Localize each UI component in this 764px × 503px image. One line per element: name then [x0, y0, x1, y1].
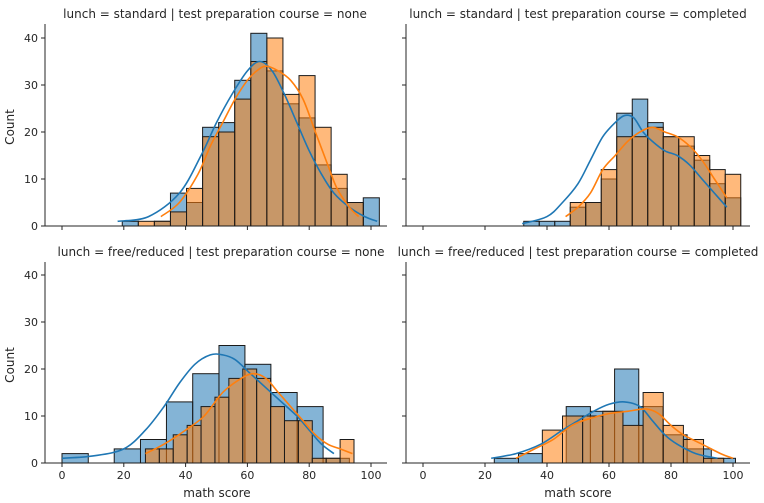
orange-histogram-bar	[172, 434, 188, 464]
orange-histogram-bar	[602, 410, 624, 464]
x-axis-label-right: math score	[544, 486, 611, 500]
x-tick-label: 100	[723, 469, 744, 482]
orange-histogram-bar	[137, 220, 155, 227]
x-tick-label: 60	[602, 469, 616, 482]
orange-histogram-bar	[622, 424, 644, 464]
orange-histogram-bar	[169, 211, 188, 227]
orange-histogram-bar	[282, 93, 300, 227]
blue-histogram-bar	[121, 220, 139, 227]
orange-histogram-bar	[186, 424, 202, 464]
panel-free-reduced-none: lunch = free/reduced | test preparation …	[24, 245, 387, 482]
x-tick-label: 0	[59, 469, 66, 482]
x-tick-label: 40	[179, 469, 193, 482]
y-tick-label: 20	[24, 126, 38, 139]
orange-histogram-bar	[582, 415, 604, 464]
orange-histogram-bar	[153, 220, 171, 227]
x-axis-label-left: math score	[183, 486, 250, 500]
x-tick-label: 80	[302, 469, 316, 482]
blue-histogram-bar	[554, 220, 571, 227]
orange-histogram-bar	[283, 420, 299, 464]
panel-free-reduced-completed: lunch = free/reduced | test preparation …	[398, 245, 759, 482]
orange-histogram-bar	[325, 457, 341, 464]
panel-title: lunch = free/reduced | test preparation …	[398, 245, 759, 259]
orange-histogram-bar	[297, 420, 313, 464]
x-tick-label: 100	[361, 469, 382, 482]
orange-histogram-bar	[724, 173, 742, 227]
x-tick-label: 60	[240, 469, 254, 482]
orange-histogram-bar	[214, 396, 230, 464]
orange-histogram-series	[541, 392, 725, 464]
y-tick-label: 0	[31, 220, 38, 233]
orange-histogram-bar	[600, 169, 618, 227]
y-tick-label: 20	[24, 363, 38, 376]
orange-histogram-bar	[228, 377, 244, 464]
y-tick-label: 0	[31, 457, 38, 470]
orange-histogram-bar	[242, 368, 258, 464]
x-tick-label: 80	[664, 469, 678, 482]
orange-kde-line	[515, 408, 734, 460]
y-tick-label: 40	[24, 32, 38, 45]
y-tick-label: 30	[24, 316, 38, 329]
orange-histogram-series	[137, 37, 364, 227]
orange-kde-line	[145, 372, 353, 455]
blue-histogram-bar	[538, 220, 556, 227]
orange-histogram-bar	[662, 424, 684, 464]
orange-histogram-bar	[311, 457, 327, 464]
orange-histogram-bar	[693, 155, 711, 227]
y-tick-label: 30	[24, 79, 38, 92]
y-axis-label-bottom: Count	[3, 347, 17, 383]
orange-histogram-bar	[234, 98, 252, 227]
orange-histogram-bar	[569, 202, 587, 227]
orange-histogram-bar	[298, 75, 316, 227]
orange-histogram-bar	[703, 457, 725, 464]
orange-histogram-bar	[585, 202, 602, 227]
orange-histogram-bar	[202, 136, 220, 227]
blue-kde-line	[117, 60, 378, 223]
orange-histogram-bar	[631, 136, 649, 227]
x-tick-label: 20	[478, 469, 492, 482]
orange-histogram-bar	[270, 406, 285, 464]
orange-kde-line	[565, 126, 728, 218]
orange-histogram-bar	[330, 173, 348, 227]
orange-histogram-bar	[678, 136, 695, 227]
orange-histogram-bar	[186, 187, 204, 227]
panel-standard-completed: lunch = standard | test preparation cour…	[402, 7, 750, 230]
panel-title: lunch = standard | test preparation cour…	[409, 7, 746, 21]
orange-histogram-series	[144, 368, 355, 464]
blue-kde-line	[491, 401, 718, 460]
orange-histogram-bar	[250, 61, 268, 227]
panel-title: lunch = free/reduced | test preparation …	[58, 245, 385, 259]
orange-histogram-bar	[200, 406, 216, 464]
x-tick-label: 20	[117, 469, 131, 482]
blue-kde-line	[61, 353, 335, 460]
y-axis-label-top: Count	[3, 109, 17, 145]
x-tick-label: 40	[540, 469, 554, 482]
blue-histogram-bar	[493, 457, 519, 464]
orange-histogram-bar	[218, 131, 236, 227]
orange-histogram-bar	[662, 136, 680, 227]
y-tick-label: 10	[24, 173, 38, 186]
orange-kde-line	[160, 65, 360, 218]
blue-kde-line	[521, 114, 728, 225]
panel-standard-none: lunch = standard | test preparation cour…	[24, 7, 387, 233]
orange-histogram-series	[569, 126, 742, 227]
panel-title: lunch = standard | test preparation cour…	[63, 7, 367, 21]
orange-histogram-bar	[642, 392, 664, 464]
y-tick-label: 40	[24, 269, 38, 282]
orange-histogram-bar	[647, 126, 664, 227]
y-tick-label: 10	[24, 410, 38, 423]
x-tick-label: 0	[420, 469, 427, 482]
orange-histogram-bar	[158, 448, 174, 464]
